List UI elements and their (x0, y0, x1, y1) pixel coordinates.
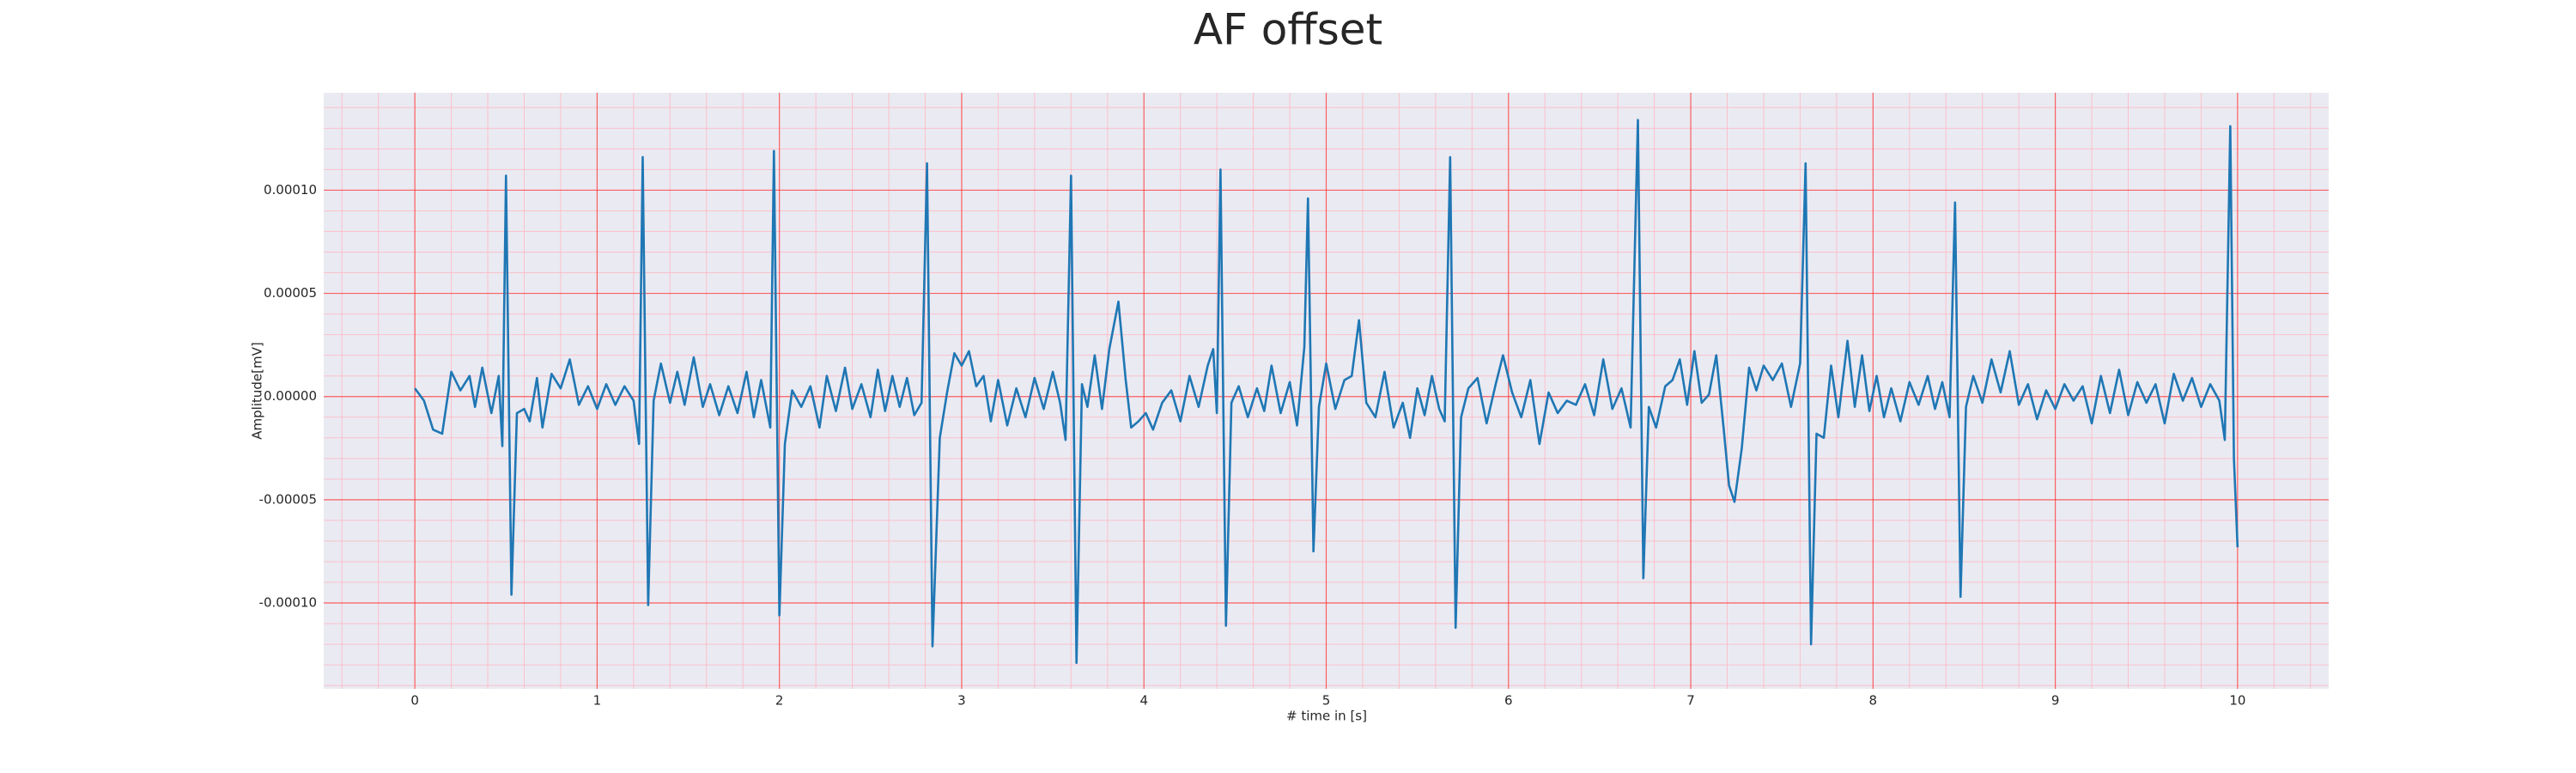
x-tick-label: 5 (1322, 693, 1331, 709)
y-tick-label: -0.00005 (259, 491, 317, 507)
x-tick-label: 7 (1686, 693, 1695, 709)
major-grid (324, 93, 2329, 689)
y-tick-label: 0.00010 (264, 182, 317, 198)
data-layer (414, 119, 2239, 665)
x-tick-label: 6 (1504, 693, 1513, 709)
y-tick-label: -0.00010 (259, 595, 317, 611)
y-tick-label: 0.00000 (264, 388, 317, 404)
x-tick-label: 0 (410, 693, 419, 709)
x-tick-label: 2 (775, 693, 784, 709)
ecg-line (414, 119, 2239, 665)
x-axis-label: # time in [s] (1286, 709, 1367, 724)
x-tick-label: 9 (2051, 693, 2060, 709)
y-tick-label: 0.00005 (264, 285, 317, 301)
x-tick-label: 10 (2229, 693, 2245, 709)
x-tick-label: 1 (593, 693, 602, 709)
chart-title: AF offset (1194, 5, 1382, 55)
x-tick-label: 4 (1139, 693, 1148, 709)
x-tick-label: 8 (1869, 693, 1878, 709)
x-tick-label: 3 (957, 693, 966, 709)
y-axis-label: Amplitude[mV] (250, 342, 265, 439)
